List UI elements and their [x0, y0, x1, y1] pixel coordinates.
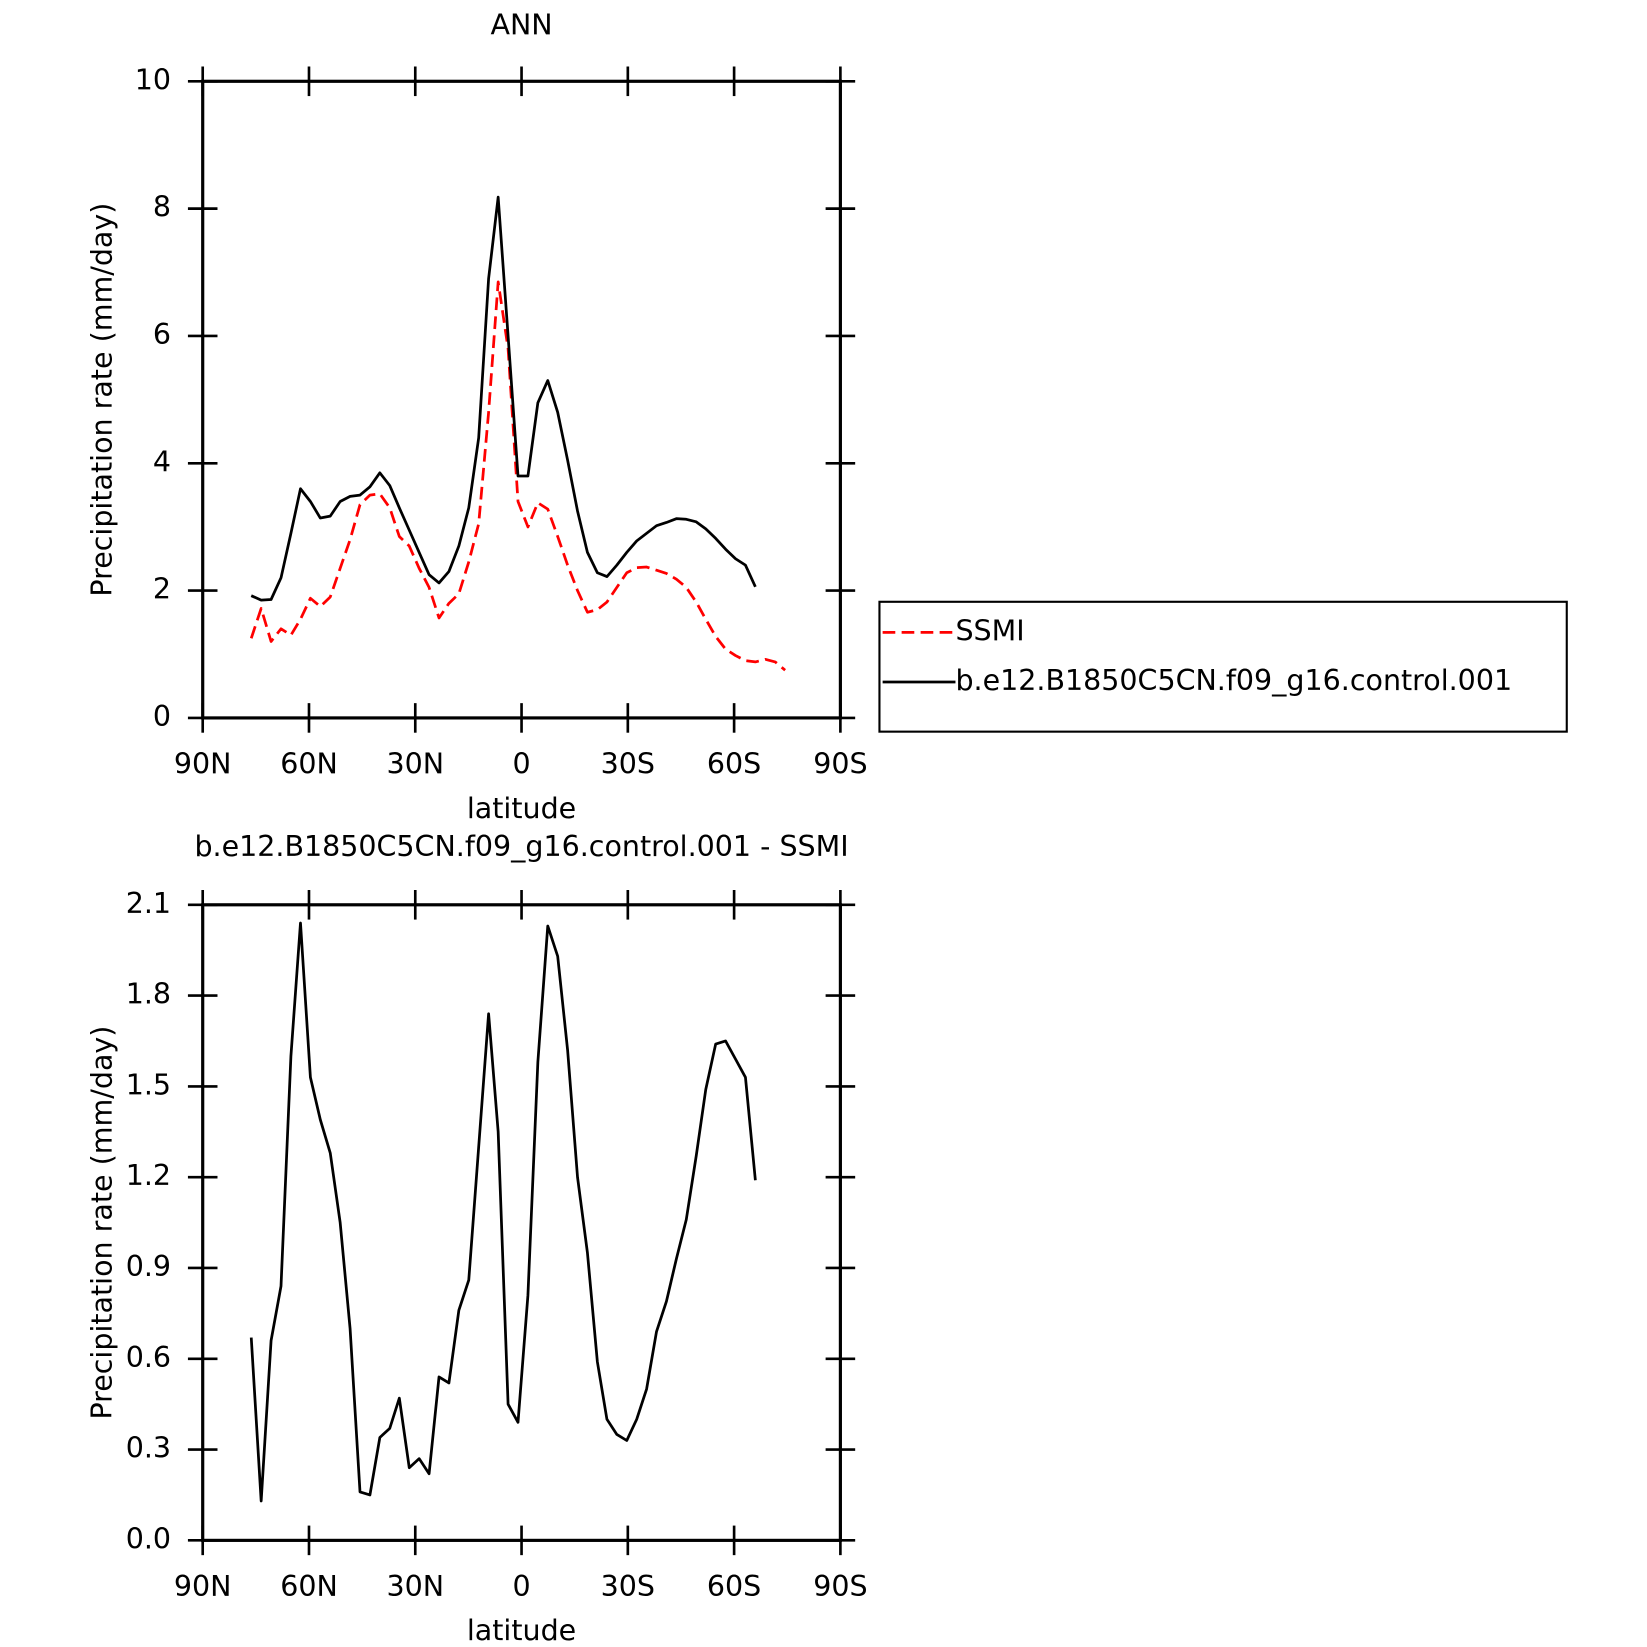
y-tick-label: 4 [153, 445, 171, 478]
y-tick-label: 2 [153, 573, 171, 606]
y-tick-label: 1.5 [126, 1068, 171, 1101]
legend-label: SSMI [955, 614, 1024, 647]
y-tick-label: 0.0 [126, 1522, 171, 1555]
chart-title: ANN [490, 8, 552, 41]
y-tick-label: 0.9 [126, 1250, 171, 1283]
x-tick-label: 60S [707, 1570, 761, 1603]
x-tick-label: 90N [174, 747, 232, 780]
x-tick-label: 0 [512, 747, 530, 780]
x-tick-label: 90N [174, 1570, 232, 1603]
plot-frame [201, 79, 842, 720]
y-tick-label: 0.3 [126, 1432, 171, 1465]
y-tick-label: 2.1 [126, 887, 171, 920]
x-tick-label: 30S [601, 747, 655, 780]
x-tick-label: 60N [280, 1570, 338, 1603]
x-axis-label: latitude [467, 792, 576, 825]
data-line [249, 280, 787, 672]
data-line [249, 921, 757, 1503]
y-axis-label: Precipitation rate (mm/day) [85, 203, 118, 597]
y-tick-label: 1.8 [126, 978, 171, 1011]
x-tick-label: 60N [280, 747, 338, 780]
y-tick-label: 6 [153, 318, 171, 351]
y-tick-label: 1.2 [126, 1159, 171, 1192]
x-tick-label: 0 [512, 1570, 530, 1603]
plot-frame [201, 903, 842, 1542]
y-tick-label: 10 [135, 63, 171, 96]
x-tick-label: 90S [813, 1570, 867, 1603]
x-tick-label: 30S [601, 1570, 655, 1603]
x-tick-label: 30N [386, 1570, 444, 1603]
legend-box [878, 600, 1568, 733]
x-tick-label: 30N [386, 747, 444, 780]
y-tick-label: 0.6 [126, 1341, 171, 1374]
legend-label: b.e12.B1850C5CN.f09_g16.control.001 [955, 664, 1512, 697]
chart-title: b.e12.B1850C5CN.f09_g16.control.001 - SS… [194, 830, 848, 863]
x-tick-label: 90S [813, 747, 867, 780]
y-axis-label: Precipitation rate (mm/day) [85, 1026, 118, 1420]
x-axis-label: latitude [467, 1614, 576, 1647]
data-line [250, 195, 757, 602]
y-tick-label: 0 [153, 700, 171, 733]
x-tick-label: 60S [707, 747, 761, 780]
y-tick-label: 8 [153, 191, 171, 224]
